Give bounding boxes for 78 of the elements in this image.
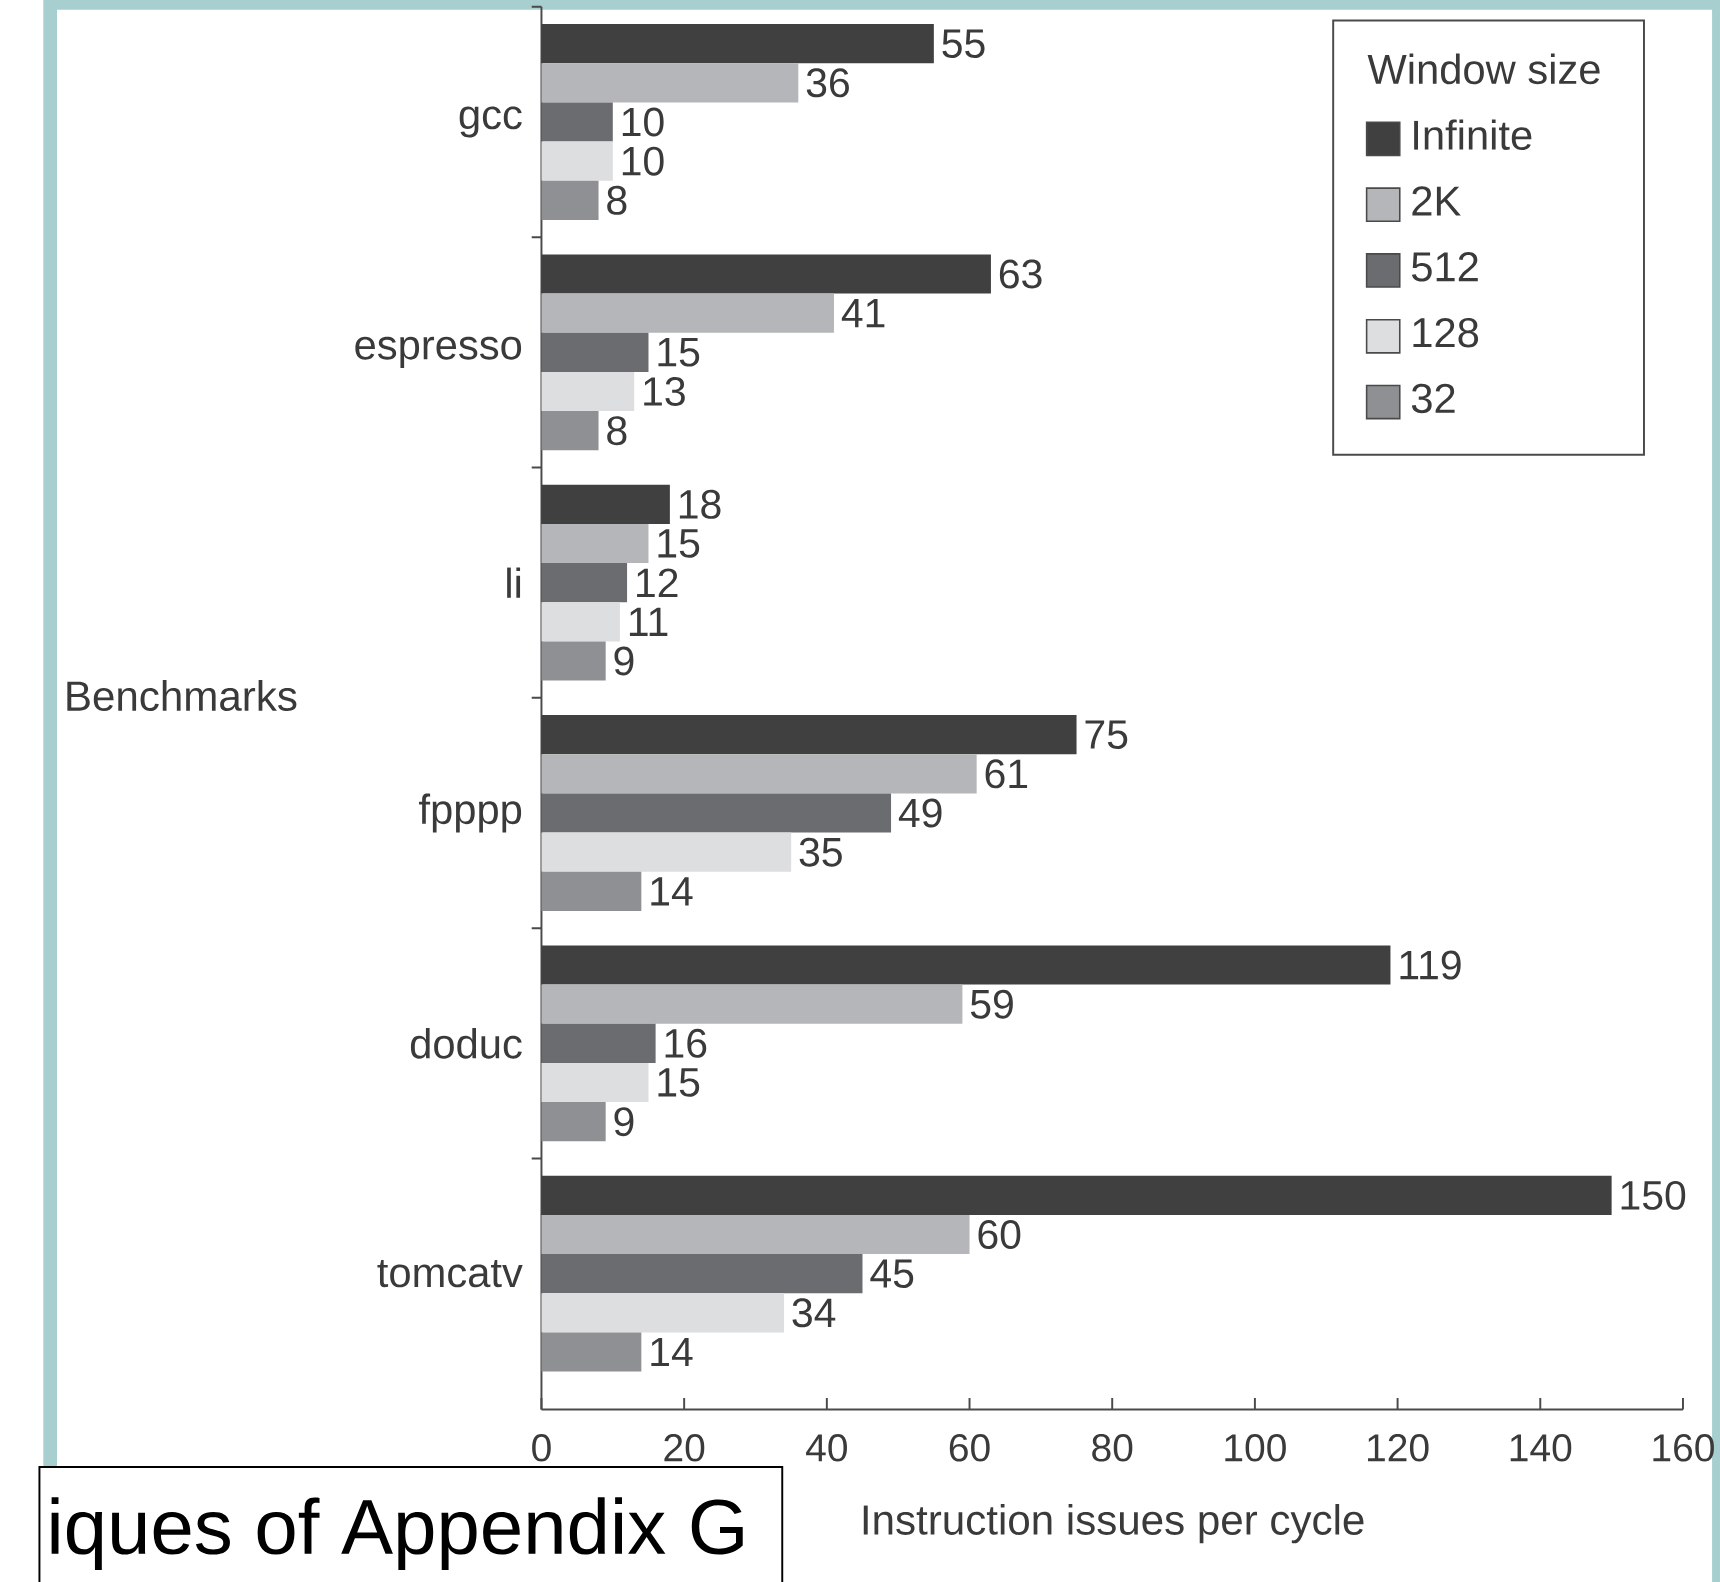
bar: [541, 1023, 656, 1063]
data-label: 55: [942, 29, 985, 58]
bar: [541, 180, 599, 220]
data-label: 75: [1085, 720, 1128, 749]
bar: [541, 411, 599, 451]
data-label: 15: [658, 529, 700, 558]
legend-label: 32: [1411, 383, 1455, 414]
y-tick-label: fpppp: [419, 793, 522, 833]
data-label: 49: [898, 798, 942, 828]
legend-label: 2K: [1412, 186, 1461, 216]
bar: [541, 871, 642, 911]
legend-label: Infinite: [1414, 119, 1532, 150]
bar: [541, 371, 635, 412]
data-label: 60: [978, 1219, 1021, 1249]
bar: [541, 641, 606, 681]
bar: [541, 602, 620, 642]
text: iques of Appendix G: [51, 1497, 743, 1570]
bar: [541, 141, 613, 181]
bar: [541, 63, 799, 103]
legend-label: 512: [1411, 252, 1478, 282]
x-tick-label: 60: [949, 1433, 990, 1462]
data-label: 13: [644, 376, 685, 406]
bar: [541, 102, 613, 142]
data-label: 119: [1400, 950, 1461, 980]
legend-label: 128: [1413, 317, 1479, 348]
data-label: 10: [622, 107, 664, 137]
x-tick-label: 0: [532, 1433, 551, 1462]
data-label: 15: [658, 1068, 700, 1097]
data-label: 9: [614, 1107, 634, 1137]
data-label: 61: [985, 759, 1028, 789]
data-label: 18: [679, 489, 721, 519]
data-label: 16: [665, 1028, 707, 1058]
x-tick-label: 120: [1368, 1433, 1429, 1462]
bar: [541, 523, 649, 564]
bar: [541, 1102, 606, 1142]
y-tick-label: li: [507, 567, 521, 598]
data-label: 150: [1621, 1180, 1686, 1210]
data-label: 45: [870, 1259, 914, 1288]
y-tick-label: doduc: [410, 1028, 522, 1059]
data-label: 59: [970, 989, 1013, 1019]
data-label: 36: [806, 68, 849, 98]
data-label: 12: [637, 568, 678, 597]
data-label: 14: [651, 877, 693, 906]
x-axis-title: Instruction issues per cycle: [863, 1503, 1364, 1544]
data-label: 8: [607, 416, 627, 446]
data-label: 11: [629, 607, 668, 636]
data-label: 63: [999, 259, 1042, 289]
data-label: 8: [607, 185, 627, 215]
bar: [541, 563, 628, 603]
y-tick-label: tomcatv: [377, 1259, 523, 1288]
bar: [541, 1254, 863, 1294]
bar: [541, 793, 892, 833]
bar: [541, 832, 792, 872]
legend-title: Window size: [1367, 53, 1600, 85]
x-tick-label: 160: [1653, 1433, 1714, 1462]
bar: [541, 1062, 649, 1103]
x-tick-label: 20: [664, 1433, 705, 1462]
bar: [541, 984, 963, 1024]
bar: [541, 293, 834, 333]
data-label: 41: [841, 299, 885, 328]
y-axis-title: Benchmarks: [67, 680, 297, 711]
data-label: 35: [799, 837, 842, 867]
data-label: 10: [622, 146, 664, 176]
bar: [541, 332, 649, 372]
data-label: 14: [651, 1337, 693, 1367]
x-tick-label: 140: [1510, 1433, 1572, 1462]
data-label: 34: [792, 1298, 836, 1328]
bar: [541, 1293, 785, 1333]
x-tick-label: 40: [806, 1433, 847, 1462]
x-tick-label: 80: [1092, 1433, 1133, 1462]
bar: [541, 1332, 642, 1372]
y-tick-label: gcc: [459, 106, 522, 138]
x-tick-label: 100: [1225, 1433, 1286, 1462]
data-label: 9: [614, 646, 634, 676]
data-label: 15: [658, 338, 700, 367]
bar: [541, 754, 977, 794]
y-tick-label: espresso: [355, 336, 522, 368]
bar: [541, 1214, 970, 1255]
